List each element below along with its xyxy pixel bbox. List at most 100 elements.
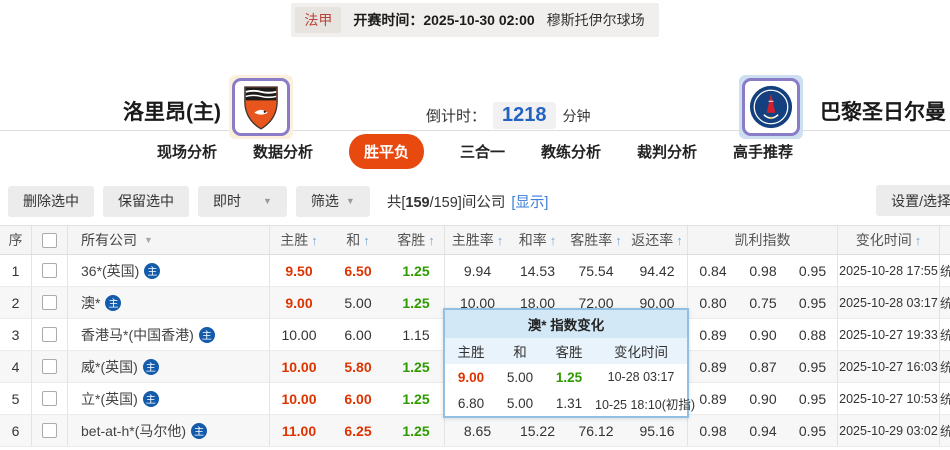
- row-checkbox[interactable]: [42, 359, 57, 374]
- header-company[interactable]: 所有公司 ▼: [68, 226, 270, 254]
- header-home-rate-label: 主胜率: [451, 232, 494, 248]
- countdown: 倒计时： 1218 分钟: [426, 102, 591, 129]
- sort-up-icon: ↑: [676, 232, 683, 248]
- kelly-value: 0.88: [788, 319, 838, 350]
- truncated-column-text[interactable]: 统: [940, 360, 950, 375]
- truncated-column-text[interactable]: 统: [940, 296, 950, 311]
- header-return-rate[interactable]: 返还率 ↑: [627, 226, 688, 254]
- chevron-down-icon: ▼: [144, 235, 153, 245]
- company-cell[interactable]: 香港马*(中国香港) 主: [68, 319, 270, 350]
- tooltip-row: 6.80 5.00 1.31 10-25 18:10(初指): [445, 390, 695, 416]
- match-info-bar: 法甲 开赛时间：2025-10-30 02:00 穆斯托伊尔球场: [0, 3, 950, 37]
- row-checkbox[interactable]: [42, 263, 57, 278]
- odds-value: 1.25: [388, 287, 445, 318]
- change-time: 2025-10-29 03:02: [838, 415, 940, 446]
- tooltip-header-cell: 客胜: [555, 345, 583, 360]
- row-number: 5: [0, 383, 32, 414]
- odds-value: 5.00: [344, 294, 372, 311]
- kelly-value: 0.87: [749, 358, 777, 375]
- row-number: 6: [0, 415, 32, 446]
- company-cell[interactable]: 威*(英国) 主: [68, 351, 270, 382]
- change-time: 2025-10-27 16:03: [838, 351, 940, 382]
- header-kelly: 凯利指数: [688, 226, 838, 254]
- away-team-name: 巴黎圣日尔曼: [820, 101, 946, 124]
- row-checkbox[interactable]: [42, 391, 57, 406]
- table-row: 6 bet-at-h*(马尔他) 主 11.00 6.25 1.25 8.65 15.22 76…: [0, 415, 950, 447]
- tooltip-value: 5.00: [506, 369, 534, 385]
- odds-value: 1.25: [388, 255, 445, 286]
- count-prefix: 共[: [386, 194, 406, 211]
- row-checkbox[interactable]: [42, 295, 57, 310]
- truncated-column-text[interactable]: 统: [940, 424, 950, 439]
- keep-selected-button[interactable]: 保留选中: [103, 185, 189, 217]
- select-all-checkbox[interactable]: [42, 232, 57, 248]
- row-checkbox[interactable]: [42, 327, 57, 342]
- odds-value: 6.25: [344, 422, 372, 439]
- chevron-down-icon: ▼: [263, 196, 272, 206]
- header-away-rate[interactable]: 客胜率 ↑: [565, 226, 627, 254]
- company-name: 36*(英国): [81, 262, 140, 279]
- row-checkbox-cell: [32, 351, 68, 382]
- tab-coach-analysis[interactable]: 教练分析: [541, 144, 602, 161]
- rate-value: 94.42: [627, 255, 688, 286]
- kelly-value: 0.95: [788, 287, 838, 318]
- filter-dropdown[interactable]: 筛选 ▼: [295, 185, 370, 217]
- sort-up-icon: ↑: [363, 232, 370, 248]
- odds-value: 6.50: [344, 262, 372, 279]
- header-change-time[interactable]: 变化时间 ↑: [838, 226, 940, 254]
- change-time: 2025-10-27 19:33: [838, 319, 940, 350]
- row-checkbox-cell: [32, 319, 68, 350]
- truncated-column-text[interactable]: 统: [940, 328, 950, 343]
- company-cell[interactable]: 澳* 主: [68, 287, 270, 318]
- odds-table-header: 序 所有公司 ▼ 主胜 ↑ 和 ↑ 客胜 ↑ 主胜率 ↑ 和率 ↑ 客胜率 ↑ 返还率 ↑ 凯利…: [0, 225, 950, 255]
- company-cell[interactable]: 立*(英国) 主: [68, 383, 270, 414]
- delete-selected-button[interactable]: 删除选中: [8, 185, 94, 217]
- league-badge: 法甲: [295, 7, 342, 33]
- header-draw-label: 和: [346, 232, 361, 248]
- toolbar: 删除选中 保留选中 即时 ▼ 筛选 ▼ 共[159/159]间公司 [显示] 设置/选…: [8, 185, 950, 217]
- header-home-rate[interactable]: 主胜率 ↑: [445, 226, 510, 254]
- settings-select-button[interactable]: 设置/选择: [876, 185, 950, 216]
- odds-value: 10.00: [281, 358, 317, 375]
- kelly-value: 0.98: [749, 262, 777, 279]
- tab-three-in-one[interactable]: 三合一: [459, 144, 505, 161]
- tab-expert-picks[interactable]: 高手推荐: [733, 144, 794, 161]
- company-cell[interactable]: bet-at-h*(马尔他) 主: [68, 415, 270, 446]
- header-draw-odds[interactable]: 和 ↑: [328, 226, 388, 254]
- kelly-value: 0.95: [788, 415, 838, 446]
- odds-value: 5.80: [344, 358, 372, 375]
- tooltip-value: 1.31: [555, 395, 583, 411]
- rate-value: 76.12: [578, 422, 614, 439]
- header-select-all[interactable]: [32, 226, 68, 254]
- tab-referee-analysis[interactable]: 裁判分析: [637, 144, 698, 161]
- rate-value: 72.00: [578, 294, 614, 311]
- header-draw-rate[interactable]: 和率 ↑: [510, 226, 565, 254]
- tab-live-analysis[interactable]: 现场分析: [156, 144, 217, 161]
- truncated-column-text[interactable]: 统: [940, 264, 950, 279]
- odds-value: 1.25: [388, 383, 445, 414]
- tooltip-row: 9.00 5.00 1.25 10-28 03:17: [445, 364, 687, 390]
- truncated-column-text[interactable]: 统: [940, 392, 950, 407]
- rate-value: 15.22: [519, 422, 556, 439]
- sort-up-icon: ↑: [311, 232, 318, 248]
- odds-value: 10.00: [281, 390, 317, 407]
- table-row: 1 36*(英国) 主 9.50 6.50 1.25 9.94 14.53 75.54 94.42…: [0, 255, 950, 287]
- company-cell[interactable]: 36*(英国) 主: [68, 255, 270, 286]
- filter-dropdown-label: 筛选: [310, 193, 339, 209]
- header-truncated: [940, 226, 950, 254]
- header-seq: 序: [0, 226, 32, 254]
- company-name: 香港马*(中国香港): [81, 326, 194, 343]
- rate-value: 8.65: [463, 422, 492, 439]
- realtime-dropdown-label: 即时: [213, 193, 241, 209]
- header-away-odds[interactable]: 客胜 ↑: [388, 226, 445, 254]
- tab-win-draw-loss[interactable]: 胜平负: [348, 134, 424, 169]
- header-home-odds[interactable]: 主胜 ↑: [270, 226, 328, 254]
- show-link[interactable]: [显示]: [511, 194, 549, 211]
- rate-value: 95.16: [627, 415, 688, 446]
- home-badge-icon: 主: [105, 294, 122, 311]
- analysis-tabs: 现场分析 数据分析 胜平负 三合一 教练分析 裁判分析 高手推荐: [0, 131, 950, 172]
- tab-data-analysis[interactable]: 数据分析: [252, 144, 313, 161]
- row-checkbox[interactable]: [42, 423, 57, 438]
- realtime-dropdown[interactable]: 即时 ▼: [198, 185, 287, 217]
- tooltip-value: 10-28 03:17: [607, 370, 675, 384]
